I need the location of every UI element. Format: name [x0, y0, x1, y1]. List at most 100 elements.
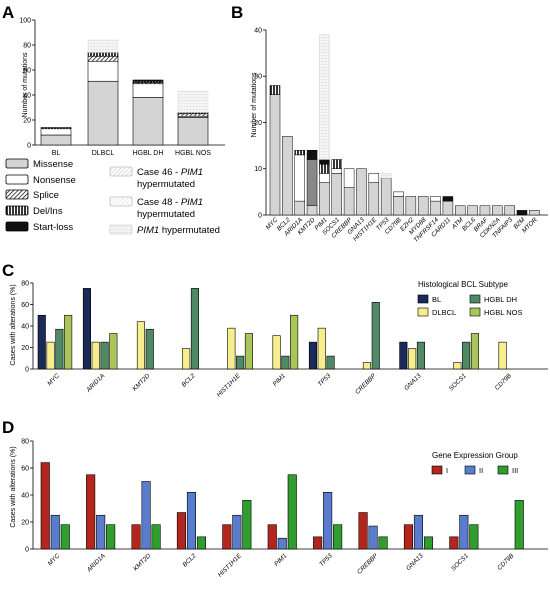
- panel-d-legend-title: Gene Expression Group: [432, 451, 518, 460]
- panel-b-bar-segment: [294, 200, 305, 216]
- panel-a-legend: Missense Nonsense Splice Del/Ins Start-loss C…: [5, 158, 220, 236]
- panel-b-bars: MYCBCL2ARID1AKMT2DPIM1SOCS1CREBBPGNA13HI…: [265, 34, 540, 244]
- panel-c-bar: [462, 341, 471, 370]
- panel-c-bar: [109, 333, 118, 370]
- panel-c-bar: [498, 341, 507, 370]
- panel-c-y-tick-label: 40: [21, 323, 29, 330]
- panel-a-bar-segment: [132, 79, 164, 82]
- panel-d-bar: [267, 524, 277, 550]
- panel-a-legend-label: Nonsense: [33, 175, 76, 186]
- panel-d-bar: [232, 514, 242, 550]
- panel-d-bar: [358, 512, 368, 550]
- panel-b-bar-segment: [331, 168, 342, 174]
- panel-d-bar: [378, 536, 388, 550]
- panel-b-bar-segment: [504, 205, 515, 216]
- panel-a-y-tick-label: 20: [23, 117, 31, 124]
- panel-a-legend-swatch: [5, 205, 29, 216]
- panel-b-bar-segment: [306, 150, 318, 160]
- panel-c-gene-label: SOCS1: [448, 372, 468, 392]
- panel-d-bar: [323, 491, 333, 550]
- panel-c-legend-swatch: [469, 307, 481, 317]
- panel-b-bar-segment: [442, 196, 454, 202]
- panel-d-bar: [141, 481, 151, 550]
- panel-b-label: B: [231, 3, 243, 22]
- panel-a-y-tick-label: 100: [19, 17, 31, 24]
- panel-c-y-tick-label: 80: [21, 280, 29, 287]
- panel-a-legend-swatch: [109, 196, 133, 207]
- panel-b-ylabel: Number of mutations: [251, 72, 258, 137]
- panel-d-y-tick-label: 60: [21, 465, 29, 472]
- panel-d-y-tick-label: 20: [21, 519, 29, 526]
- panel-c-legend-title: Histological BCL Subtype: [418, 280, 509, 289]
- panel-a-bar-segment: [87, 60, 119, 82]
- panel-a-y-tick-label: 0: [27, 142, 31, 149]
- panel-a-bars: BL DLBCL HGBL DH HGBL NOS: [40, 39, 211, 157]
- panel-a-legend-label-line2: hypermutated: [137, 209, 195, 220]
- panel-b-bar-segment: [393, 191, 404, 197]
- panel-b-bar-segment: [417, 196, 429, 216]
- panel-a-y-tick-label: 40: [23, 92, 31, 99]
- panel-d-bar: [287, 474, 297, 550]
- panel-b-bar-segment: [368, 173, 380, 183]
- panel-c-ylabel: Cases with alterations (%): [10, 284, 17, 365]
- panel-c-legend-label: BL: [432, 295, 441, 304]
- panel-b-bar-segment: [393, 196, 404, 216]
- panel-a-legend-label-line2: hypermutated: [137, 179, 195, 190]
- panel-c-bar: [64, 314, 73, 370]
- panel-d-y-tick-label: 80: [21, 438, 29, 445]
- panel-b-bar-segment: [294, 150, 305, 156]
- panel-b-bar-segment: [405, 196, 417, 216]
- panel-a-bar-segment: [132, 97, 164, 146]
- panel-a-legend-label: Del/Ins: [33, 206, 63, 217]
- panel-d-gene-label: ARID1A: [85, 552, 107, 574]
- panel-c-bar: [244, 333, 253, 370]
- panel-a-legend-label: Splice: [33, 190, 59, 201]
- panel-b-y-tick-label: 0: [258, 212, 262, 219]
- panel-d-gene-label: TP53: [318, 552, 334, 568]
- panel-c-bar: [236, 355, 245, 370]
- panel-c-y-tick-label: 60: [21, 302, 29, 309]
- panel-b-bar-segment: [331, 159, 342, 169]
- panel-b-bar-segment: [319, 163, 330, 174]
- panel-a-bar-segment: [132, 83, 164, 98]
- panel-a-label: A: [2, 3, 14, 22]
- panel-a-bar-segment: [40, 128, 72, 136]
- panel-a-legend-label: Missense: [33, 159, 73, 170]
- panel-d-bar: [40, 462, 50, 550]
- legend-text-part: hypermutated: [159, 225, 220, 236]
- panel-d-bar: [60, 524, 70, 550]
- panel-c-legend-swatch: [469, 294, 481, 304]
- panel-d-bar: [50, 514, 60, 550]
- panel-c-bar: [136, 321, 145, 370]
- panel-a-legend-swatch: [5, 174, 29, 185]
- panel-c-legend-label: HGBL DH: [484, 295, 517, 304]
- panel-c-bar: [46, 341, 55, 370]
- panel-c-gene-label: CD79B: [494, 372, 513, 391]
- panel-a-legend-swatch: [109, 224, 133, 235]
- panel-d-bar: [459, 514, 469, 550]
- panel-d-legend-swatch: [497, 465, 509, 475]
- panel-c-bar: [416, 341, 426, 370]
- panel-d-bar: [131, 524, 141, 550]
- panel-d-bar: [313, 536, 323, 550]
- panel-b-bar-segment: [331, 173, 342, 216]
- panel-d-gene-label: HIST1H1E: [217, 552, 244, 579]
- panel-b-bar-segment: [529, 210, 540, 216]
- panel-a-legend-swatch: [5, 189, 29, 200]
- panel-c-bar: [100, 341, 109, 370]
- panel-d-gene-label: CREBBP: [356, 552, 380, 576]
- panel-b-bar-segment: [492, 205, 503, 216]
- panel-b-bar-segment: [306, 205, 318, 216]
- panel-d-legend-swatch: [464, 465, 476, 475]
- panel-b-bar-segment: [294, 154, 305, 202]
- legend-text-italic: PIM1: [181, 167, 203, 178]
- panel-a-legend-swatch: [109, 166, 133, 177]
- panel-d-bar: [86, 474, 96, 550]
- panel-a-bar-segment: [40, 127, 72, 130]
- panel-c-bar: [290, 314, 299, 370]
- panel-d-bar: [96, 514, 106, 550]
- panel-d-y-tick-label: 40: [21, 492, 29, 499]
- panel-a-category-label: DLBCL: [92, 150, 115, 157]
- panel-d-bar: [514, 500, 524, 550]
- panel-b-bar-segment: [430, 200, 441, 216]
